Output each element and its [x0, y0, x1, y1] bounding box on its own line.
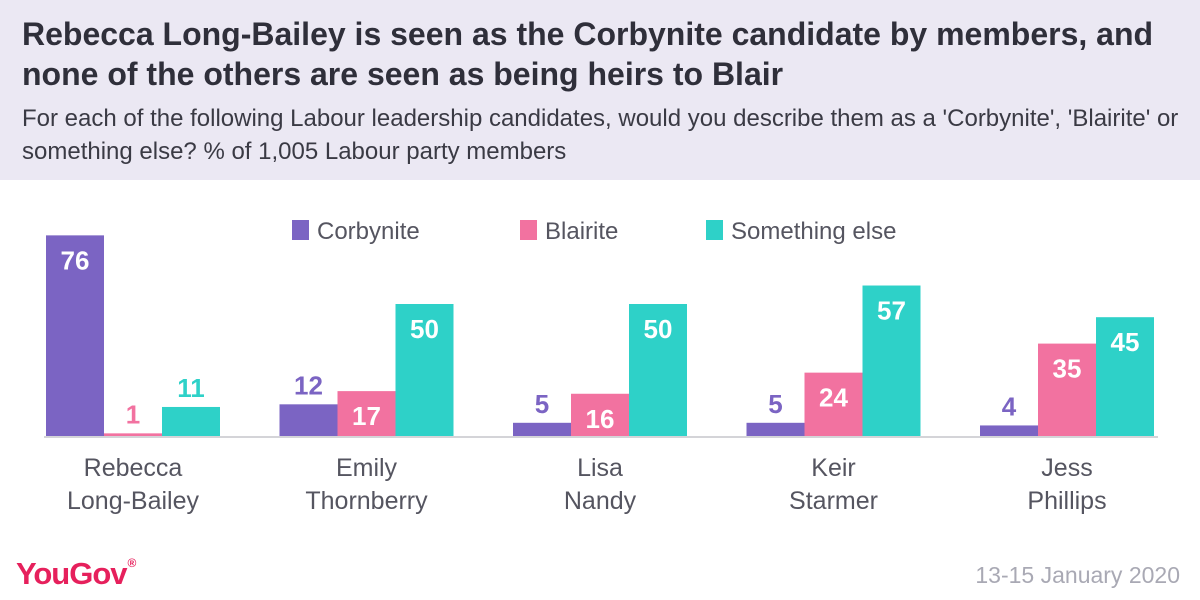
- chart-title: Rebecca Long-Bailey is seen as the Corby…: [22, 16, 1154, 92]
- bar-something-else: [395, 304, 454, 436]
- category-label: Nandy: [564, 487, 637, 515]
- category-label: Emily: [336, 454, 398, 482]
- bar-value-label: 50: [410, 314, 439, 344]
- bar-value-label: 57: [877, 296, 906, 326]
- bar-value-label: 76: [61, 245, 90, 275]
- legend-label-blairite: Blairite: [545, 218, 618, 245]
- category-label: Rebecca: [84, 454, 183, 482]
- bar-corbynite: [513, 422, 571, 436]
- bar-value-label: 5: [768, 389, 782, 419]
- bar-value-label: 17: [352, 401, 381, 431]
- bar-chart: Corbynite Blairite Something else76111Rebe…: [44, 218, 1158, 515]
- category-label: Phillips: [1027, 487, 1106, 515]
- bar-value-label: 16: [586, 404, 615, 434]
- bar-value-label: 45: [1111, 327, 1140, 357]
- bar-corbynite: [46, 235, 104, 436]
- bar-value-label: 4: [1002, 391, 1017, 421]
- bar-blairite: [804, 372, 863, 436]
- bar-value-label: 24: [819, 383, 848, 413]
- bar-value-label: 5: [535, 389, 549, 419]
- bar-corbynite: [746, 422, 805, 436]
- category-label: Lisa: [577, 454, 623, 482]
- bar-value-label: 35: [1053, 354, 1082, 384]
- legend-swatch-blairite: [520, 220, 537, 240]
- bar-corbynite: [279, 404, 338, 436]
- bar-corbynite: [980, 425, 1038, 436]
- bar-blairite: [571, 393, 629, 436]
- legend-swatch-corbynite: [292, 220, 309, 240]
- bar-blairite: [104, 433, 162, 436]
- bar-value-label: 1: [126, 399, 140, 429]
- bar-blairite: [1038, 343, 1096, 436]
- fieldwork-date: 13-15 January 2020: [975, 562, 1180, 588]
- bar-value-label: 11: [177, 373, 205, 403]
- bar-something-else: [862, 285, 921, 436]
- category-label: Keir: [811, 454, 855, 482]
- header-panel: Rebecca Long-Bailey is seen as the Corby…: [0, 0, 1200, 180]
- category-label: Thornberry: [305, 487, 428, 515]
- registered-mark: ®: [127, 556, 137, 570]
- chart-subtitle: For each of the following Labour leaders…: [22, 105, 1179, 165]
- bar-something-else: [162, 406, 220, 436]
- legend-label-something-else: Something else: [731, 218, 896, 245]
- bar-value-label: 50: [644, 314, 673, 344]
- category-label: Jess: [1041, 454, 1092, 482]
- bar-something-else: [1096, 317, 1154, 436]
- category-label: Long-Bailey: [67, 487, 200, 515]
- legend-label-corbynite: Corbynite: [317, 218, 420, 245]
- legend-swatch-something-else: [706, 220, 723, 240]
- category-label: Starmer: [789, 487, 878, 515]
- bar-something-else: [629, 304, 687, 436]
- logo-text: YouGov: [16, 556, 128, 591]
- bar-blairite: [337, 391, 396, 436]
- yougov-logo: YouGov®: [16, 556, 137, 592]
- bar-value-label: 12: [294, 370, 323, 400]
